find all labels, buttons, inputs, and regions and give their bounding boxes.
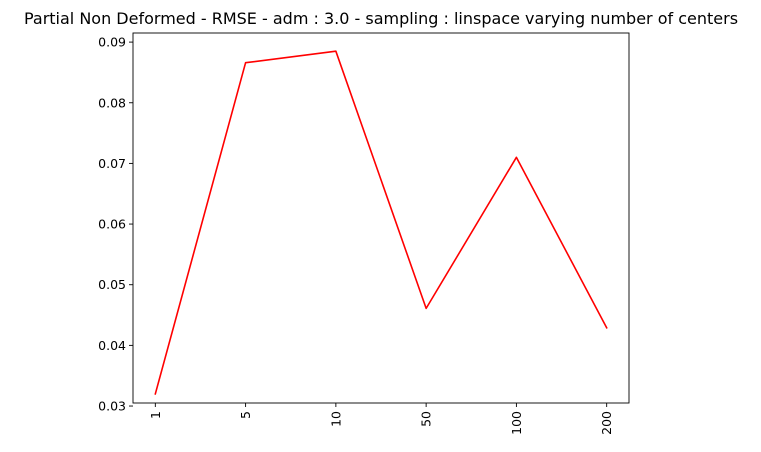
x-tick-label-4: 100 <box>509 411 524 435</box>
x-tick-label-5: 200 <box>599 411 614 435</box>
y-tick-label-1: 0.04 <box>98 338 126 353</box>
x-tick-label-3: 50 <box>419 411 434 427</box>
y-tick-label-4: 0.07 <box>98 156 126 171</box>
y-tick-label-5: 0.08 <box>98 95 126 110</box>
x-tick-label-0: 1 <box>148 411 163 419</box>
y-tick-label-2: 0.05 <box>98 277 126 292</box>
chart-title: Partial Non Deformed - RMSE - adm : 3.0 … <box>24 9 738 28</box>
axes-frame <box>132 32 630 404</box>
y-tick-label-0: 0.03 <box>98 399 126 414</box>
x-tick-label-1: 5 <box>238 411 253 419</box>
x-tick-label-2: 10 <box>328 411 343 427</box>
plot-area: 0.03 0.04 0.05 0.06 0.07 0.08 0.09 1 5 10 50 100 200 <box>98 32 630 435</box>
y-tick-label-3: 0.06 <box>98 217 126 232</box>
y-tick-label-6: 0.09 <box>98 35 126 50</box>
series-line-0 <box>154 50 608 395</box>
